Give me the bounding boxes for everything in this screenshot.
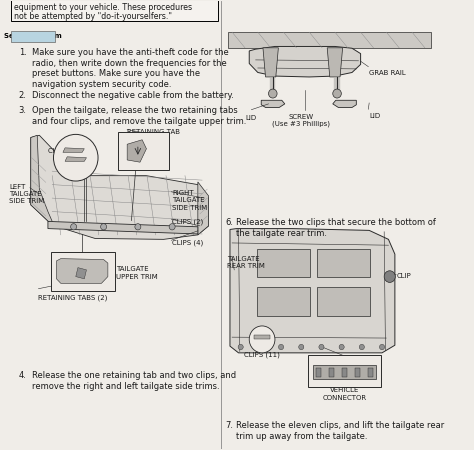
Polygon shape (327, 48, 343, 77)
Circle shape (279, 344, 283, 350)
Polygon shape (63, 148, 84, 152)
Circle shape (339, 344, 344, 350)
Circle shape (333, 89, 341, 98)
Bar (356, 368, 360, 377)
Text: CLIP: CLIP (397, 274, 412, 279)
Text: 1.: 1. (19, 48, 27, 57)
Polygon shape (76, 268, 86, 279)
Circle shape (54, 135, 98, 181)
Text: Disconnect the negative cable from the battery.: Disconnect the negative cable from the b… (32, 91, 234, 100)
FancyBboxPatch shape (257, 287, 310, 315)
Circle shape (319, 344, 324, 350)
FancyBboxPatch shape (11, 31, 55, 41)
Circle shape (249, 326, 275, 353)
Text: CLIPS (2): CLIPS (2) (48, 148, 79, 154)
Circle shape (169, 224, 175, 230)
FancyBboxPatch shape (317, 287, 370, 315)
Circle shape (380, 344, 384, 350)
FancyBboxPatch shape (11, 0, 218, 21)
Circle shape (299, 344, 304, 350)
Text: CLIPS (11): CLIPS (11) (244, 351, 280, 358)
Circle shape (258, 344, 264, 350)
Polygon shape (31, 135, 209, 239)
Polygon shape (255, 335, 270, 339)
Polygon shape (48, 221, 198, 234)
Polygon shape (198, 182, 209, 235)
FancyBboxPatch shape (118, 132, 169, 170)
Polygon shape (249, 46, 361, 77)
Text: Release the eleven clips, and lift the tailgate rear
trim up away from the tailg: Release the eleven clips, and lift the t… (237, 422, 445, 441)
Text: Select & Zoom: Select & Zoom (4, 33, 62, 39)
Polygon shape (56, 259, 108, 284)
Text: RETAINING TAB: RETAINING TAB (127, 129, 180, 135)
Text: CLIPS (4): CLIPS (4) (172, 239, 203, 246)
Text: Release the one retaining tab and two clips, and
remove the right and left tailg: Release the one retaining tab and two cl… (32, 371, 236, 391)
Circle shape (384, 271, 395, 283)
Polygon shape (127, 140, 146, 162)
Polygon shape (31, 135, 52, 225)
Bar (342, 368, 346, 377)
Circle shape (359, 344, 365, 350)
Text: VEHICLE
CONNECTOR: VEHICLE CONNECTOR (322, 387, 366, 400)
Circle shape (100, 224, 107, 230)
Text: TAILGATE
REAR TRIM: TAILGATE REAR TRIM (227, 256, 265, 269)
Text: 6.: 6. (226, 218, 234, 227)
Bar (317, 368, 321, 377)
Text: RIGHT
TAILGATE
SIDE TRIM: RIGHT TAILGATE SIDE TRIM (172, 190, 208, 211)
Polygon shape (230, 229, 395, 353)
FancyBboxPatch shape (309, 355, 381, 387)
Text: RETAINING TABS (2): RETAINING TABS (2) (38, 295, 108, 301)
Circle shape (71, 224, 77, 230)
Bar (368, 368, 373, 377)
Text: Release the two clips that secure the bottom of
the tailgate rear trim.: Release the two clips that secure the bo… (237, 218, 436, 238)
Polygon shape (263, 48, 278, 77)
Text: SCREW
(Use #3 Phillips): SCREW (Use #3 Phillips) (272, 114, 329, 127)
Circle shape (135, 224, 141, 230)
Text: LID: LID (246, 115, 257, 121)
Text: equipment to your vehicle. These procedures: equipment to your vehicle. These procedu… (14, 4, 192, 13)
Polygon shape (261, 100, 285, 108)
Text: not be attempted by "do-it-yourselfers.": not be attempted by "do-it-yourselfers." (14, 12, 172, 21)
Text: 2.: 2. (19, 91, 27, 100)
Text: TAILGATE
UPPER TRIM: TAILGATE UPPER TRIM (116, 266, 157, 279)
FancyBboxPatch shape (51, 252, 115, 291)
FancyBboxPatch shape (257, 249, 310, 278)
Polygon shape (228, 32, 431, 48)
Text: GRAB RAIL: GRAB RAIL (369, 70, 406, 76)
Text: LID: LID (369, 113, 380, 119)
FancyBboxPatch shape (313, 364, 376, 379)
Circle shape (238, 344, 243, 350)
FancyBboxPatch shape (317, 249, 370, 278)
Text: Open the tailgate, release the two retaining tabs
and four clips, and remove the: Open the tailgate, release the two retai… (32, 106, 246, 126)
Text: Make sure you have the anti-theft code for the
radio, then write down the freque: Make sure you have the anti-theft code f… (32, 48, 228, 89)
Polygon shape (65, 157, 86, 161)
Text: LEFT
TAILGATE
SIDE TRIM: LEFT TAILGATE SIDE TRIM (9, 184, 45, 204)
Text: 4.: 4. (19, 371, 27, 380)
Polygon shape (333, 100, 356, 108)
Bar (329, 368, 334, 377)
Circle shape (268, 89, 277, 98)
Text: CLIPS (2): CLIPS (2) (172, 218, 203, 225)
Text: 3.: 3. (19, 106, 27, 115)
Text: 7.: 7. (226, 422, 234, 431)
